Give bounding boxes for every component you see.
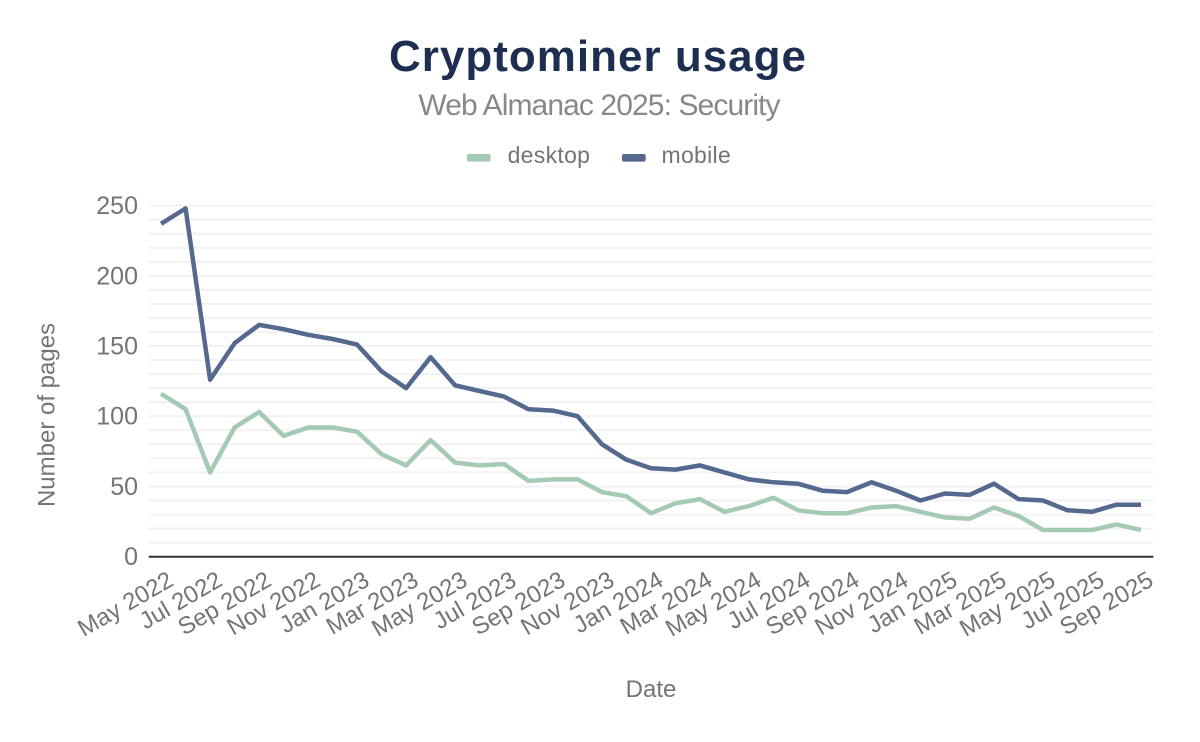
svg-text:50: 50 — [110, 473, 138, 501]
svg-text:150: 150 — [96, 333, 138, 361]
svg-text:mobile: mobile — [662, 142, 732, 168]
svg-text:100: 100 — [96, 403, 138, 431]
svg-text:desktop: desktop — [508, 142, 591, 168]
svg-text:Web Almanac 2025: Security: Web Almanac 2025: Security — [418, 89, 780, 122]
svg-text:200: 200 — [96, 262, 138, 290]
svg-text:250: 250 — [96, 192, 138, 220]
svg-text:0: 0 — [124, 543, 138, 571]
svg-text:Number of pages: Number of pages — [34, 323, 61, 507]
svg-text:Date: Date — [626, 676, 677, 703]
svg-text:Cryptominer usage: Cryptominer usage — [389, 32, 807, 81]
